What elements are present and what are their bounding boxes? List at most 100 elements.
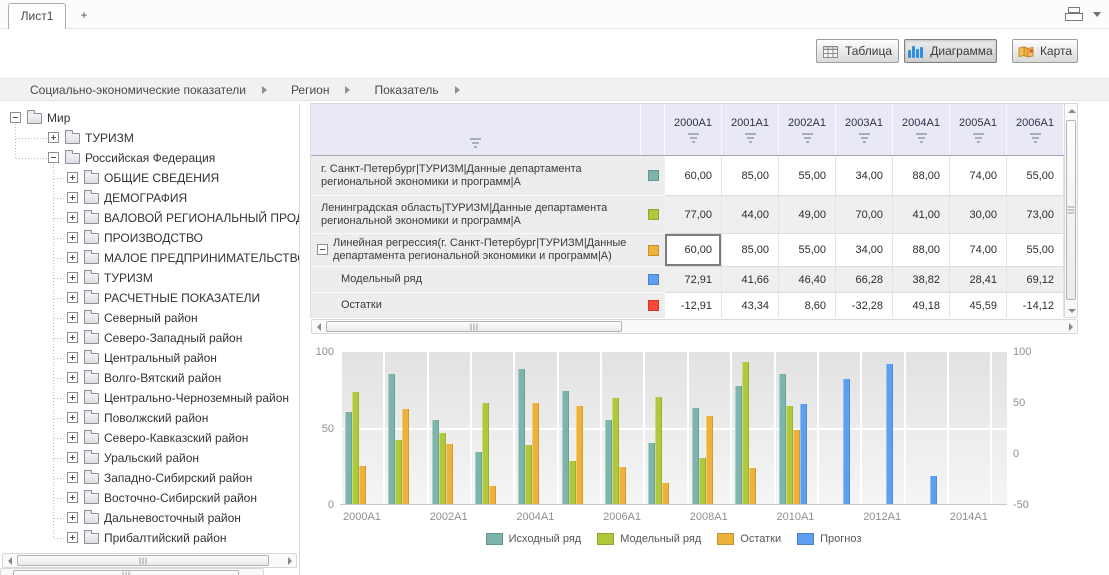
- toolbar-button-chart[interactable]: Диаграмма: [904, 39, 997, 63]
- tree-item[interactable]: Мир: [0, 108, 297, 128]
- table-cell[interactable]: 49,18: [893, 293, 950, 318]
- breadcrumb-item-0[interactable]: Социально-экономические показатели: [30, 83, 291, 97]
- plus-box-icon[interactable]: [67, 492, 78, 503]
- table-scroll-left-button[interactable]: [312, 320, 325, 333]
- table-scroll-right-button[interactable]: [1064, 320, 1077, 333]
- plus-box-icon[interactable]: [67, 292, 78, 303]
- add-sheet-button[interactable]: +: [80, 8, 88, 22]
- table-cell[interactable]: 38,82: [893, 267, 950, 293]
- row-header[interactable]: Остатки: [311, 293, 641, 318]
- selected-cell[interactable]: 60,00: [665, 234, 722, 267]
- tab-sheet1[interactable]: Лист1: [8, 3, 66, 29]
- table-cell[interactable]: 85,00: [722, 156, 779, 196]
- table-cell[interactable]: 34,00: [836, 234, 893, 267]
- plus-box-icon[interactable]: [67, 392, 78, 403]
- filter-funnel-icon[interactable]: [972, 132, 984, 143]
- column-header-2005A1[interactable]: 2005A1: [950, 104, 1007, 155]
- plus-box-icon[interactable]: [67, 412, 78, 423]
- column-header-2001A1[interactable]: 2001A1: [722, 104, 779, 155]
- tree-item[interactable]: Поволжский район: [0, 408, 297, 428]
- tree-item[interactable]: Уральский район: [0, 448, 297, 468]
- table-cell[interactable]: 43,34: [722, 293, 779, 318]
- toolbar-button-table[interactable]: Таблица: [816, 39, 899, 63]
- tree-item[interactable]: Западно-Сибирский район: [0, 468, 297, 488]
- plus-box-icon[interactable]: [67, 252, 78, 263]
- row-header[interactable]: Линейная регрессия(г. Санкт-Петербург|ТУ…: [311, 234, 641, 267]
- tree-item[interactable]: Дальневосточный район: [0, 508, 297, 528]
- tree-item[interactable]: Центрально-Черноземный район: [0, 388, 297, 408]
- tree-item[interactable]: Прибалтийский район: [0, 528, 297, 548]
- plus-box-icon[interactable]: [67, 372, 78, 383]
- plus-box-icon[interactable]: [67, 472, 78, 483]
- caret-down-icon[interactable]: [1093, 12, 1101, 17]
- breadcrumb-item-1[interactable]: Регион: [291, 83, 375, 97]
- filter-funnel-icon[interactable]: [470, 138, 481, 148]
- tree-item[interactable]: ТУРИЗМ: [0, 128, 297, 148]
- table-cell[interactable]: 8,60: [779, 293, 836, 318]
- plus-box-icon[interactable]: [67, 232, 78, 243]
- table-cell[interactable]: -32,28: [836, 293, 893, 318]
- table-cell[interactable]: 55,00: [1007, 156, 1064, 196]
- table-cell[interactable]: 74,00: [950, 234, 1007, 267]
- tree-item[interactable]: Северный район: [0, 308, 297, 328]
- column-header-2003A1[interactable]: 2003A1: [836, 104, 893, 155]
- tree-item[interactable]: ВАЛОВОЙ РЕГИОНАЛЬНЫЙ ПРОДУКТ: [0, 208, 299, 228]
- table-vertical-scrollbar[interactable]: [1064, 103, 1078, 318]
- tree-item[interactable]: Волго-Вятский район: [0, 368, 297, 388]
- print-button[interactable]: [1065, 7, 1083, 21]
- filter-funnel-icon[interactable]: [915, 132, 927, 143]
- column-header-2000A1[interactable]: 2000A1: [665, 104, 722, 155]
- legend-item[interactable]: Исходный ряд: [485, 533, 581, 545]
- table-cell[interactable]: 72,91: [665, 267, 722, 293]
- legend-item[interactable]: Модельный ряд: [597, 533, 701, 545]
- column-header-2004A1[interactable]: 2004A1: [893, 104, 950, 155]
- tree-horizontal-scrollbar[interactable]: [2, 553, 297, 568]
- tree-item[interactable]: Северо-Западный район: [0, 328, 297, 348]
- tree-item[interactable]: Российская Федерация: [0, 148, 297, 168]
- table-scroll-down-button[interactable]: [1065, 304, 1078, 317]
- page-scrollbar-thumb[interactable]: [13, 570, 239, 575]
- column-header-2006A1[interactable]: 2006A1: [1007, 104, 1064, 155]
- row-header[interactable]: г. Санкт-Петербург|ТУРИЗМ|Данные департа…: [311, 156, 641, 196]
- tree-item[interactable]: ДЕМОГРАФИЯ: [0, 188, 297, 208]
- table-cell[interactable]: 55,00: [779, 156, 836, 196]
- table-cell[interactable]: 74,00: [950, 156, 1007, 196]
- column-header-2002A1[interactable]: 2002A1: [779, 104, 836, 155]
- table-cell[interactable]: 55,00: [1007, 234, 1064, 267]
- tree-item[interactable]: ПРОИЗВОДСТВО: [0, 228, 297, 248]
- table-cell[interactable]: -14,12: [1007, 293, 1064, 318]
- table-cell[interactable]: 45,59: [950, 293, 1007, 318]
- table-cell[interactable]: 55,00: [779, 234, 836, 267]
- tree-item[interactable]: ТУРИЗМ: [0, 268, 297, 288]
- table-cell[interactable]: 88,00: [893, 234, 950, 267]
- table-cell[interactable]: 41,66: [722, 267, 779, 293]
- table-cell[interactable]: 69,12: [1007, 267, 1064, 293]
- tree-scroll-left-button[interactable]: [3, 554, 16, 567]
- plus-box-icon[interactable]: [67, 172, 78, 183]
- table-horizontal-scrollbar[interactable]: [311, 319, 1078, 334]
- row-header-column-header[interactable]: [311, 104, 641, 155]
- tree-item[interactable]: МАЛОЕ ПРЕДПРИНИМАТЕЛЬСТВО: [0, 248, 299, 268]
- row-header[interactable]: Ленинградская область|ТУРИЗМ|Данные депа…: [311, 196, 641, 234]
- plus-box-icon[interactable]: [67, 512, 78, 523]
- minus-box-icon[interactable]: [317, 244, 328, 255]
- tree-scroll-right-button[interactable]: [283, 554, 296, 567]
- table-cell[interactable]: 85,00: [722, 234, 779, 267]
- plus-box-icon[interactable]: [67, 532, 78, 543]
- table-hscrollbar-thumb[interactable]: [326, 321, 622, 332]
- filter-funnel-icon[interactable]: [801, 132, 813, 143]
- tree-item[interactable]: Северо-Кавказский район: [0, 428, 297, 448]
- minus-box-icon[interactable]: [10, 112, 21, 123]
- legend-item[interactable]: Остатки: [717, 533, 781, 545]
- plus-box-icon[interactable]: [67, 312, 78, 323]
- tree-item[interactable]: РАСЧЕТНЫЕ ПОКАЗАТЕЛИ: [0, 288, 297, 308]
- plus-box-icon[interactable]: [67, 192, 78, 203]
- tree-scrollbar-thumb[interactable]: [17, 555, 269, 566]
- table-cell[interactable]: 66,28: [836, 267, 893, 293]
- table-cell[interactable]: 46,40: [779, 267, 836, 293]
- table-cell[interactable]: 30,00: [950, 196, 1007, 234]
- plus-box-icon[interactable]: [67, 212, 78, 223]
- breadcrumb-item-2[interactable]: Показатель: [374, 83, 483, 97]
- table-cell[interactable]: -12,91: [665, 293, 722, 318]
- table-cell[interactable]: 70,00: [836, 196, 893, 234]
